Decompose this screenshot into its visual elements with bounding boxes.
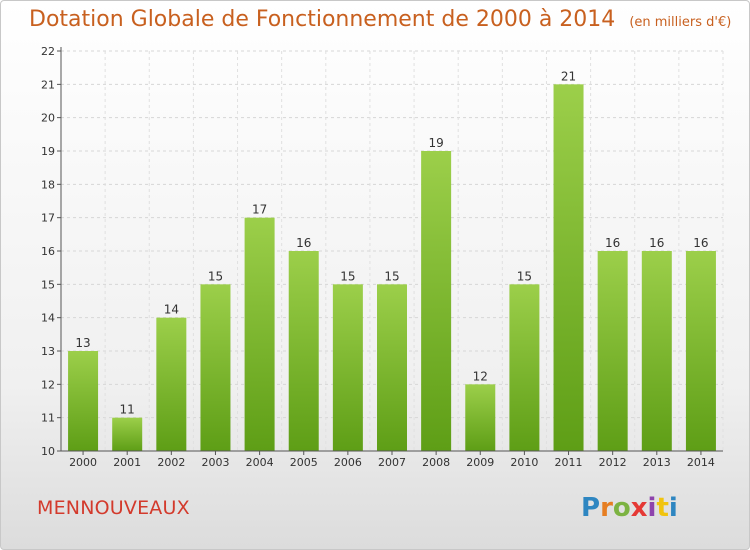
x-tick-label: 2012 bbox=[599, 456, 627, 469]
x-tick-label: 2013 bbox=[643, 456, 671, 469]
x-tick-label: 2001 bbox=[113, 456, 141, 469]
x-tick-label: 2002 bbox=[157, 456, 185, 469]
data-label-2011: 21 bbox=[561, 69, 576, 83]
data-label-2002: 14 bbox=[164, 303, 179, 317]
y-tick-label: 12 bbox=[41, 378, 55, 391]
logo-letter: r bbox=[600, 493, 613, 523]
data-label-2012: 16 bbox=[605, 236, 620, 250]
chart-title-text: Dotation Globale de Fonctionnement de 20… bbox=[29, 7, 616, 32]
x-tick-label: 2003 bbox=[201, 456, 229, 469]
logo-letter: i bbox=[647, 493, 657, 523]
data-label-2014: 16 bbox=[693, 236, 708, 250]
proxiti-logo: Proxiti bbox=[581, 493, 678, 523]
data-label-2007: 15 bbox=[384, 269, 399, 283]
y-tick-label: 14 bbox=[41, 312, 55, 325]
bar-2012 bbox=[597, 251, 628, 451]
bar-2005 bbox=[288, 251, 319, 451]
y-tick-label: 16 bbox=[41, 245, 55, 258]
x-tick-label: 2000 bbox=[69, 456, 97, 469]
data-label-2010: 15 bbox=[517, 269, 532, 283]
bar-2006 bbox=[332, 284, 363, 451]
bar-2002 bbox=[156, 317, 187, 451]
bar-2008 bbox=[421, 151, 452, 451]
axis-layer: 10 11 12 13 14 15 16 17 18 19 20 21 22 2000 2001 2002 20… bbox=[41, 45, 723, 469]
logo-letter: o bbox=[612, 493, 631, 523]
x-tick-label: 2008 bbox=[422, 456, 450, 469]
data-label-2013: 16 bbox=[649, 236, 664, 250]
x-tick-label: 2010 bbox=[510, 456, 538, 469]
data-label-2008: 19 bbox=[428, 136, 443, 150]
chart-title: Dotation Globale de Fonctionnement de 20… bbox=[29, 7, 731, 32]
logo-letter: P bbox=[581, 493, 601, 523]
data-label-2001: 11 bbox=[120, 403, 135, 417]
bar-2000 bbox=[68, 351, 99, 451]
bar-2013 bbox=[641, 251, 672, 451]
x-tick-label: 2006 bbox=[334, 456, 362, 469]
bar-2009 bbox=[465, 384, 496, 451]
bar-2001 bbox=[112, 417, 143, 451]
logo-letter: i bbox=[668, 493, 678, 523]
bar-layer: 13 11 14 15 17 16 15 15 19 12 15 21 16 16 16 bbox=[68, 69, 716, 451]
logo-letter: t bbox=[656, 493, 669, 523]
chart-unit: (en milliers d'€) bbox=[629, 15, 732, 30]
logo-letter: x bbox=[630, 493, 648, 523]
y-tick-label: 19 bbox=[41, 145, 55, 158]
data-label-2003: 15 bbox=[208, 269, 223, 283]
x-tick-label: 2014 bbox=[687, 456, 715, 469]
y-tick-label: 17 bbox=[41, 212, 55, 225]
x-tick-label: 2009 bbox=[466, 456, 494, 469]
data-label-2000: 13 bbox=[75, 336, 90, 350]
y-tick-label: 22 bbox=[41, 45, 55, 58]
y-tick-label: 13 bbox=[41, 345, 55, 358]
commune-name: MENNOUVEAUX bbox=[37, 497, 190, 519]
data-label-2004: 17 bbox=[252, 203, 267, 217]
bar-2003 bbox=[200, 284, 231, 451]
data-label-2006: 15 bbox=[340, 269, 355, 283]
x-tick-label: 2005 bbox=[290, 456, 318, 469]
y-tick-label: 15 bbox=[41, 278, 55, 291]
bar-2007 bbox=[377, 284, 407, 451]
y-tick-label: 20 bbox=[41, 112, 55, 125]
y-tick-label: 10 bbox=[41, 445, 55, 458]
y-tick-label: 21 bbox=[41, 78, 55, 91]
bar-2011 bbox=[553, 84, 584, 451]
x-tick-label: 2004 bbox=[246, 456, 274, 469]
data-label-2005: 16 bbox=[296, 236, 311, 250]
data-label-2009: 12 bbox=[473, 369, 488, 383]
x-tick-label: 2007 bbox=[378, 456, 406, 469]
y-tick-label: 11 bbox=[41, 412, 55, 425]
bar-2004 bbox=[244, 217, 275, 451]
x-tick-label: 2011 bbox=[555, 456, 583, 469]
bar-2014 bbox=[685, 251, 716, 451]
bar-2010 bbox=[509, 284, 540, 451]
y-tick-label: 18 bbox=[41, 178, 55, 191]
